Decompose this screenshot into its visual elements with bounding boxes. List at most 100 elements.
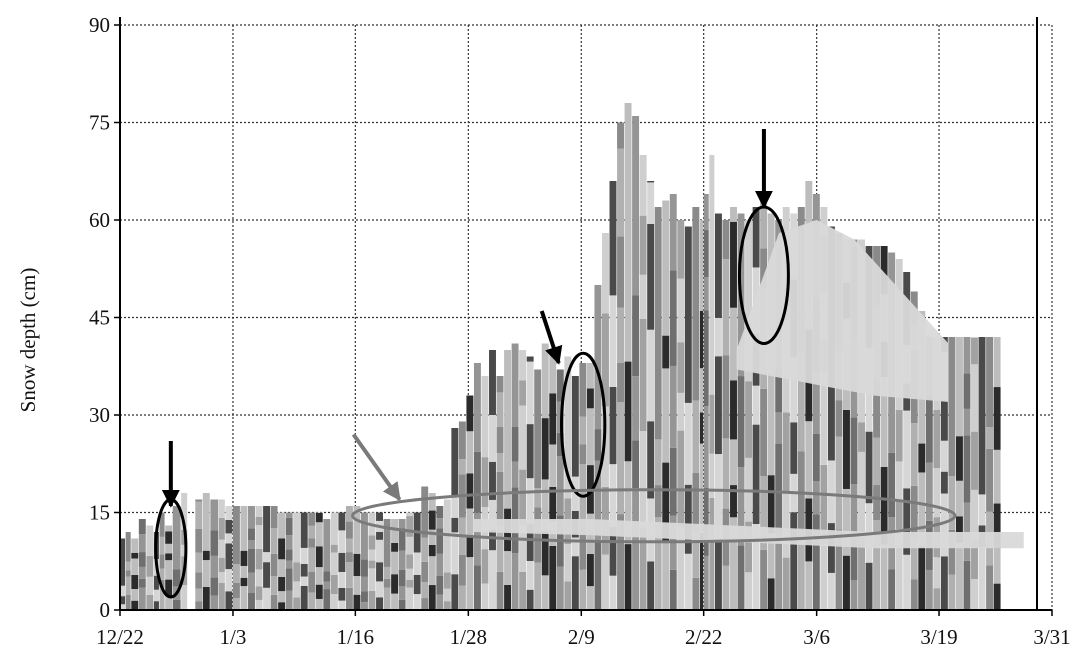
snow-layer-segment xyxy=(955,480,963,517)
snow-layer-segment xyxy=(131,574,139,590)
snow-layer-segment xyxy=(933,468,941,518)
snow-layer-segment xyxy=(345,538,353,553)
snow-layer-segment xyxy=(703,406,709,488)
snow-layer-segment xyxy=(210,499,219,531)
snow-layer-segment xyxy=(669,569,677,610)
snow-layer-segment xyxy=(428,529,436,545)
snow-layer-segment xyxy=(639,318,647,432)
snow-layer-segment xyxy=(745,572,753,610)
snow-layer-segment xyxy=(526,560,534,590)
snow-layer-segment xyxy=(617,363,624,402)
black-ellipse xyxy=(737,205,790,345)
snow-layer-segment xyxy=(165,525,173,532)
snow-layer-segment xyxy=(361,512,368,560)
snow-layer-segment xyxy=(496,376,504,393)
snow-layer-segment xyxy=(323,519,331,572)
snow-layer-segment xyxy=(745,381,753,458)
snow-layer-segment xyxy=(165,531,173,544)
snow-layer-segment xyxy=(549,393,557,445)
snow-layer-segment xyxy=(880,544,888,610)
snow-layer-segment xyxy=(300,585,308,610)
snow-layer-segment xyxy=(159,512,165,537)
snow-layer-segment xyxy=(888,569,896,610)
snow-layer-segment xyxy=(511,553,519,610)
snow-layer-segment xyxy=(248,540,255,549)
snow-layer-segment xyxy=(270,528,278,554)
snow-layer-segment xyxy=(338,571,346,588)
snow-layer-segment xyxy=(948,337,956,477)
snow-layer-segment xyxy=(880,246,888,295)
snow-layer-segment xyxy=(278,538,286,560)
x-tick-label: 3/19 xyxy=(920,625,957,649)
snow-layer-segment xyxy=(421,537,429,562)
snow-layer-segment xyxy=(752,424,760,525)
snow-layer-segment xyxy=(519,380,527,406)
snow-layer-segment xyxy=(285,512,293,518)
snow-layer-segment xyxy=(308,592,316,610)
snow-layer-segment xyxy=(210,530,219,556)
snow-layer-segment xyxy=(647,421,655,499)
snow-layer-segment xyxy=(165,553,173,561)
snow-layer-segment xyxy=(714,356,722,455)
snow-layer-segment xyxy=(827,523,835,573)
snow-layer-segment xyxy=(361,576,368,592)
snow-layer-segment xyxy=(677,430,685,527)
snow-layer-segment xyxy=(556,566,564,610)
snow-layer-segment xyxy=(165,560,173,580)
snow-layer-segment xyxy=(579,444,587,465)
snow-layer-segment xyxy=(120,538,126,586)
snow-layer-segment xyxy=(609,464,617,528)
snow-layer-segment xyxy=(125,561,131,571)
snow-layer-segment xyxy=(971,579,978,610)
snow-layer-segment xyxy=(579,521,587,570)
snow-layer-segment xyxy=(812,433,820,482)
snow-layer-segment xyxy=(760,476,768,550)
snow-layer-segment xyxy=(428,556,436,586)
snow-layer-segment xyxy=(376,539,383,563)
snow-layer-segment xyxy=(617,236,624,308)
snow-layer-segment xyxy=(308,571,316,593)
snow-layer-segment xyxy=(526,523,534,561)
snow-layer-segment xyxy=(489,461,496,500)
snow-layer-segment xyxy=(218,557,225,573)
snow-layer-segment xyxy=(971,431,978,490)
snow-layer-segment xyxy=(617,122,624,149)
snow-layer-segment xyxy=(436,518,444,529)
snow-layer-segment xyxy=(971,364,978,432)
snow-layer-segment xyxy=(504,584,512,610)
snow-layer-segment xyxy=(541,531,549,576)
snow-layer-segment xyxy=(263,506,271,553)
snow-layer-segment xyxy=(473,363,481,452)
x-tick-label: 1/28 xyxy=(450,625,487,649)
snow-layer-segment xyxy=(903,410,911,489)
snow-layer-segment xyxy=(330,552,338,575)
snow-layer-segment xyxy=(986,565,994,610)
snow-layer-segment xyxy=(873,378,881,438)
snow-layer-segment xyxy=(940,400,948,441)
snow-layer-segment xyxy=(458,585,466,610)
snow-layer-segment xyxy=(270,506,278,529)
snow-layer-segment xyxy=(760,549,768,610)
snow-layer-segment xyxy=(677,220,685,279)
snow-layer-segment xyxy=(948,476,956,530)
snow-layer-segment xyxy=(225,519,233,534)
snow-layer-segment xyxy=(125,570,131,577)
snow-layer-segment xyxy=(338,600,346,610)
snow-layer-segment xyxy=(300,563,308,577)
snow-layer-segment xyxy=(699,412,704,444)
snow-layer-segment xyxy=(775,533,783,610)
snow-layer-segment xyxy=(647,329,655,422)
snow-layer-segment xyxy=(797,352,805,452)
snow-layer-segment xyxy=(918,443,926,473)
snow-layer-segment xyxy=(586,586,594,610)
snow-layer-segment xyxy=(225,569,233,592)
axes: 0 15 30 45 60 75 90 12/22 1/3 1/16 1/28 2/9 2/22 3/6 3… xyxy=(89,13,1071,649)
snow-layer-segment xyxy=(699,443,704,534)
snow-layer-segment xyxy=(541,343,549,419)
snow-layer-segment xyxy=(692,400,700,473)
snow-layer-segment xyxy=(428,493,436,511)
snow-layer-segment xyxy=(617,148,624,237)
snow-layer-segment xyxy=(218,499,225,518)
snow-layer-segment xyxy=(571,556,579,610)
